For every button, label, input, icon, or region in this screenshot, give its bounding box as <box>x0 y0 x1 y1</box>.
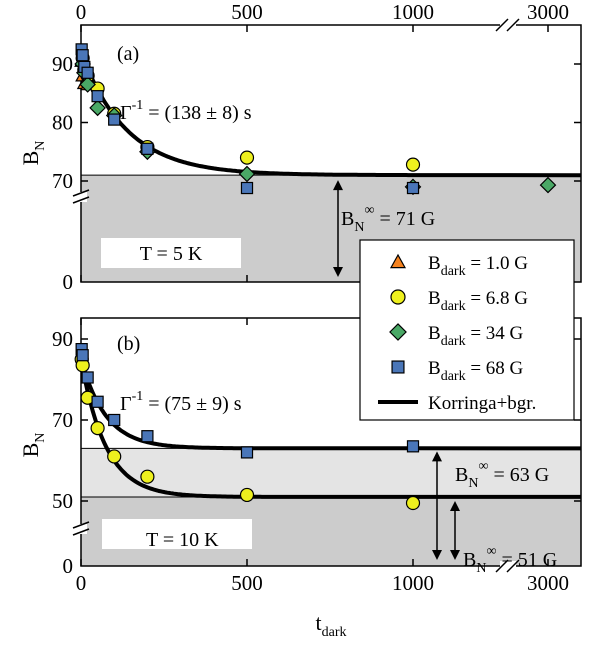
y-tick-label: 0 <box>63 270 74 294</box>
data-point-square-b <box>141 430 154 443</box>
rate-annotation-a: Γ-1 = (138 ± 8) s <box>120 98 252 124</box>
data-point-circle-a <box>239 150 255 165</box>
data-point-square-a <box>108 113 121 126</box>
legend-marker-circle <box>390 289 406 305</box>
legend-label-3: Bdark = 68 G <box>428 358 524 384</box>
x-break-top <box>506 18 520 32</box>
x-break-bottom-mask <box>500 561 516 571</box>
asymptote-arrow-b-high-head-bottom <box>432 550 442 560</box>
x-tick-label-bottom: 3000 <box>527 571 569 595</box>
data-point-square-b <box>108 413 121 427</box>
legend: Bdark = 1.0 G Bdark = 6.8 G Bdark = 34 G Bd… <box>359 239 575 421</box>
y-break-mark <box>72 189 90 197</box>
x-tick-label-bottom: 0 <box>76 571 87 595</box>
y-tick-label: 80 <box>52 111 73 135</box>
data-point-square-a <box>91 90 104 103</box>
y-axis-label-a: BN <box>18 141 48 166</box>
x-break-bottom <box>506 559 520 573</box>
data-point-square-a <box>81 66 94 79</box>
y-axis-label-a-text: BN <box>18 141 48 166</box>
data-point-square-b <box>91 395 104 408</box>
data-point-circle-b <box>140 469 155 484</box>
x-tick-label-top: 3000 <box>527 0 569 24</box>
data-point-circle-b <box>405 495 421 511</box>
data-point-square-b <box>406 440 420 453</box>
asymptote-annotation-b-low: BN∞ = 51 G <box>463 544 557 576</box>
y-break-mark <box>72 196 90 204</box>
x-break-bottom <box>495 559 509 573</box>
data-point-circle-b <box>239 487 255 503</box>
data-point-diamond-a <box>89 99 106 117</box>
panel-label-b: (b) <box>117 333 140 355</box>
asymptote-arrow-a-head-top <box>333 180 343 191</box>
temperature-label-b: T = 10 K <box>146 529 219 551</box>
y-tick-label: 90 <box>52 327 73 351</box>
data-point-square-b <box>240 446 254 459</box>
y-tick-label: 50 <box>52 489 73 513</box>
asymptote-arrow-b-low-head-top <box>450 500 460 511</box>
legend-marker-triangle <box>389 253 407 269</box>
x-tick-label-top: 500 <box>231 0 263 24</box>
asymptote-annotation-a: BN∞ = 71 G <box>341 203 435 235</box>
temperature-box-b <box>102 519 252 549</box>
data-point-diamond-a <box>539 176 557 194</box>
legend-marker-diamond <box>389 323 407 341</box>
x-tick-label-top: 1000 <box>392 0 434 24</box>
asymptote-arrow-b-low-head-bottom <box>450 550 460 560</box>
legend-label-1: Bdark = 6.8 G <box>428 288 528 314</box>
x-break-top <box>495 18 509 32</box>
axes-frame-b <box>80 317 582 567</box>
data-point-circle-a <box>405 157 421 172</box>
y-axis-label-b: BN <box>18 433 48 458</box>
asymptote-arrow-b-high-head-top <box>432 451 442 462</box>
temperature-box-a <box>101 238 241 268</box>
y-break-mask <box>75 524 87 534</box>
shading-layer <box>81 174 581 566</box>
axes-frames <box>72 18 582 573</box>
data-point-square-a <box>240 181 254 195</box>
data-point-circle-b <box>107 449 122 464</box>
x-tick-label-bottom: 500 <box>231 571 263 595</box>
x-break-top-mask <box>500 20 516 30</box>
legend-label-4: Korringa+bgr. <box>428 393 536 414</box>
data-point-square-a <box>406 181 420 195</box>
axes-frame-a <box>80 24 582 283</box>
data-point-diamond-a <box>238 165 256 183</box>
asymptote-arrow-a-head-bottom <box>333 267 343 277</box>
rate-annotation-b: Γ-1 = (75 ± 9) s <box>120 389 242 415</box>
y-break-mark <box>72 521 90 529</box>
legend-label-0: Bdark = 1.0 G <box>428 253 528 279</box>
asymptote-shading-b-high <box>81 448 581 497</box>
y-tick-label: 70 <box>52 169 73 193</box>
legend-marker-square <box>391 360 405 374</box>
y-break-mark <box>72 528 90 536</box>
y-tick-label: 90 <box>52 52 73 76</box>
data-points <box>74 43 557 511</box>
temperature-label-a: T = 5 K <box>140 243 203 265</box>
asymptote-annotation-b-high: BN∞ = 63 G <box>455 459 549 491</box>
y-tick-label: 0 <box>63 554 74 578</box>
panel-label-a: (a) <box>117 43 139 65</box>
data-point-circle-b <box>90 421 105 436</box>
data-point-diamond-a <box>79 76 96 93</box>
data-point-square-a <box>141 142 154 155</box>
legend-label-2: Bdark = 34 G <box>428 323 524 349</box>
x-tick-label-top: 0 <box>76 0 87 24</box>
y-axis-label-b-text: BN <box>18 433 48 458</box>
data-point-square-b <box>76 349 89 362</box>
y-break-mask <box>75 192 87 202</box>
y-tick-label: 70 <box>52 408 73 432</box>
x-tick-label-bottom: 1000 <box>392 571 434 595</box>
data-point-square-b <box>81 371 94 384</box>
x-axis-label: tdark <box>315 610 346 640</box>
data-point-square-a <box>76 49 89 62</box>
